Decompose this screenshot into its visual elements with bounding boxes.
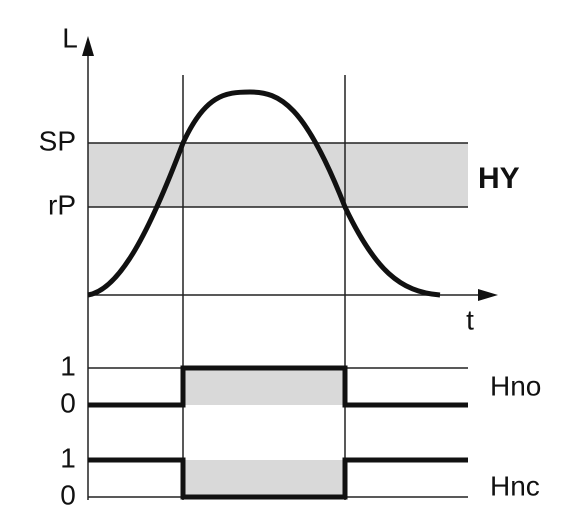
hno-high-label: 1 — [60, 350, 76, 381]
rp-label: rP — [48, 189, 76, 220]
signal-curve — [87, 89, 441, 298]
x-axis-label: t — [466, 304, 474, 335]
y-axis-arrow — [82, 36, 94, 56]
hno-active-area — [183, 368, 345, 405]
y-axis-label: L — [62, 22, 78, 53]
hnc-signal — [88, 457, 468, 500]
hno-signal — [88, 365, 468, 408]
hysteresis-band — [88, 143, 468, 207]
x-axis-arrow — [478, 289, 498, 301]
hnc-inactive-area — [183, 460, 345, 497]
hno-label: Hno — [490, 370, 541, 401]
hnc-label: Hnc — [490, 470, 540, 501]
hnc-high-label: 1 — [60, 442, 76, 473]
sp-label: SP — [39, 125, 76, 156]
hno-low-label: 0 — [60, 387, 76, 418]
hnc-low-label: 0 — [60, 479, 76, 510]
hysteresis-label: HY — [478, 162, 520, 195]
